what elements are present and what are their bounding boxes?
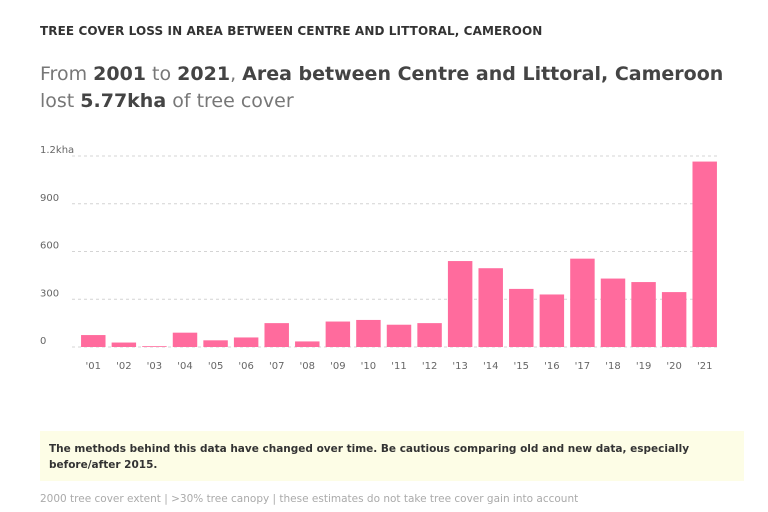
bar[interactable]: [325, 321, 351, 347]
x-tick-label: '19: [636, 361, 651, 372]
bar[interactable]: [661, 292, 687, 347]
x-tick-label: '13: [452, 361, 467, 372]
bar[interactable]: [111, 342, 137, 347]
summary-prefix: From: [40, 63, 94, 85]
x-tick-label: '02: [116, 361, 131, 372]
bar[interactable]: [81, 335, 106, 347]
bar[interactable]: [172, 332, 198, 347]
summary-end-year: 2021: [177, 63, 231, 85]
bar[interactable]: [447, 261, 473, 347]
x-tick-label: '03: [147, 361, 162, 372]
x-tick-label: '10: [361, 361, 376, 372]
summary-lost: lost: [40, 90, 81, 112]
bar[interactable]: [142, 346, 167, 347]
y-tick-label: 0: [40, 336, 46, 347]
x-tick-label: '20: [666, 361, 681, 372]
bar[interactable]: [692, 161, 717, 347]
x-tick-label: '04: [177, 361, 192, 372]
x-tick-label: '01: [86, 361, 101, 372]
y-tick-label: 900: [40, 193, 59, 204]
summary-sep: ,: [230, 63, 243, 85]
x-tick-label: '05: [208, 361, 223, 372]
bar[interactable]: [386, 324, 412, 347]
x-tick-label: '07: [269, 361, 284, 372]
methods-note: The methods behind this data have change…: [40, 431, 744, 481]
summary-to: to: [146, 63, 178, 85]
footer-caption: 2000 tree cover extent | >30% tree canop…: [40, 493, 579, 505]
bar[interactable]: [631, 282, 656, 347]
x-tick-label: '12: [422, 361, 437, 372]
x-tick-label: '14: [483, 361, 498, 372]
x-tick-label: '18: [605, 361, 620, 372]
bar[interactable]: [600, 278, 626, 347]
summary-start-year: 2001: [93, 63, 147, 85]
bar[interactable]: [264, 323, 289, 347]
summary-suffix: of tree cover: [166, 90, 294, 112]
bar[interactable]: [478, 268, 503, 347]
bar[interactable]: [539, 294, 565, 347]
x-tick-layer: '01 '02 '03 '04 '05 '06 '07 '08 '09 '10 '11 '12 '13 '…: [86, 361, 713, 372]
bar[interactable]: [509, 288, 534, 347]
summary-location: Area between Centre and Littoral, Camero…: [242, 63, 724, 85]
bar[interactable]: [570, 258, 595, 347]
bar[interactable]: [233, 337, 259, 347]
bar[interactable]: [203, 340, 228, 347]
x-tick-label: '08: [300, 361, 315, 372]
y-tick-label: 300: [40, 288, 59, 299]
y-tick-label: 600: [40, 241, 59, 252]
bar[interactable]: [356, 319, 381, 347]
x-tick-label: '17: [575, 361, 590, 372]
bar[interactable]: [417, 323, 442, 347]
y-tick-label: 1.2kha: [40, 145, 74, 156]
x-tick-label: '11: [391, 361, 406, 372]
x-tick-label: '09: [330, 361, 345, 372]
x-tick-label: '21: [697, 361, 712, 372]
bar[interactable]: [295, 341, 320, 347]
summary-amount: 5.77kha: [80, 90, 167, 112]
x-tick-label: '15: [514, 361, 529, 372]
bar-layer: [81, 161, 717, 347]
x-tick-label: '06: [238, 361, 253, 372]
summary-sentence: From 2001 to 2021, Area between Centre a…: [40, 61, 750, 115]
widget-title: TREE COVER LOSS IN AREA BETWEEN CENTRE A…: [40, 24, 543, 38]
x-tick-label: '16: [544, 361, 559, 372]
